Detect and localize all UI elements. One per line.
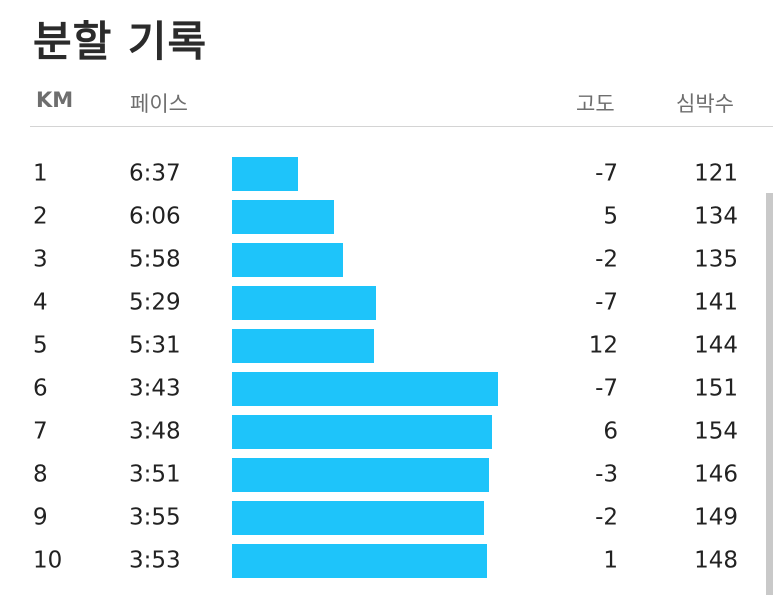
split-row: 1 6:37 -7 121 xyxy=(0,152,773,195)
split-heart-rate: 141 xyxy=(694,289,738,315)
split-elevation: 5 xyxy=(603,203,618,229)
split-elevation: -3 xyxy=(595,461,618,487)
split-km: 6 xyxy=(33,375,48,401)
split-heart-rate: 146 xyxy=(694,461,738,487)
split-heart-rate: 121 xyxy=(694,160,738,186)
split-heart-rate: 148 xyxy=(694,547,738,573)
split-elevation: -2 xyxy=(595,246,618,272)
heart-rate-column-header: 심박수 xyxy=(676,92,734,116)
split-km: 5 xyxy=(33,332,48,358)
split-heart-rate: 135 xyxy=(694,246,738,272)
split-row: 7 3:48 6 154 xyxy=(0,410,773,453)
split-pace: 3:48 xyxy=(129,418,181,444)
split-pace: 3:53 xyxy=(129,547,181,573)
split-km: 8 xyxy=(33,461,48,487)
split-pace: 5:29 xyxy=(129,289,181,315)
scrollbar[interactable] xyxy=(766,193,773,595)
pace-bar xyxy=(232,199,334,234)
split-elevation: 6 xyxy=(603,418,618,444)
split-heart-rate: 149 xyxy=(694,504,738,530)
header-divider xyxy=(30,126,773,127)
split-elevation: -2 xyxy=(595,504,618,530)
split-elevation: 12 xyxy=(588,332,618,358)
elevation-column-header: 고도 xyxy=(576,92,615,116)
split-pace: 5:31 xyxy=(129,332,181,358)
split-row: 4 5:29 -7 141 xyxy=(0,281,773,324)
split-pace: 3:51 xyxy=(129,461,181,487)
split-elevation: -7 xyxy=(595,160,618,186)
pace-bar xyxy=(232,328,374,363)
pace-bar xyxy=(232,371,498,406)
split-heart-rate: 151 xyxy=(694,375,738,401)
split-km: 10 xyxy=(33,547,63,573)
pace-bar xyxy=(232,414,492,449)
split-row: 3 5:58 -2 135 xyxy=(0,238,773,281)
split-row: 6 3:43 -7 151 xyxy=(0,367,773,410)
split-elevation: -7 xyxy=(595,289,618,315)
km-column-header: KM xyxy=(36,88,74,112)
pace-bar xyxy=(232,457,489,492)
split-km: 1 xyxy=(33,160,48,186)
split-pace: 3:43 xyxy=(129,375,181,401)
split-row: 2 6:06 5 134 xyxy=(0,195,773,238)
pace-column-header: 페이스 xyxy=(130,92,188,116)
pace-bar xyxy=(232,543,487,578)
split-km: 3 xyxy=(33,246,48,272)
pace-bar xyxy=(232,500,484,535)
split-row: 8 3:51 -3 146 xyxy=(0,453,773,496)
split-km: 2 xyxy=(33,203,48,229)
split-pace: 3:55 xyxy=(129,504,181,530)
split-elevation: 1 xyxy=(603,547,618,573)
split-elevation: -7 xyxy=(595,375,618,401)
page-title: 분할 기록 xyxy=(33,17,208,66)
split-pace: 6:37 xyxy=(129,160,181,186)
pace-bar xyxy=(232,285,376,320)
split-km: 4 xyxy=(33,289,48,315)
pace-bar xyxy=(232,242,343,277)
split-km: 9 xyxy=(33,504,48,530)
split-row: 10 3:53 1 148 xyxy=(0,539,773,582)
split-pace: 5:58 xyxy=(129,246,181,272)
split-heart-rate: 134 xyxy=(694,203,738,229)
split-row: 9 3:55 -2 149 xyxy=(0,496,773,539)
split-row: 5 5:31 12 144 xyxy=(0,324,773,367)
pace-bar xyxy=(232,156,298,191)
split-heart-rate: 144 xyxy=(694,332,738,358)
split-heart-rate: 154 xyxy=(694,418,738,444)
split-km: 7 xyxy=(33,418,48,444)
split-pace: 6:06 xyxy=(129,203,181,229)
